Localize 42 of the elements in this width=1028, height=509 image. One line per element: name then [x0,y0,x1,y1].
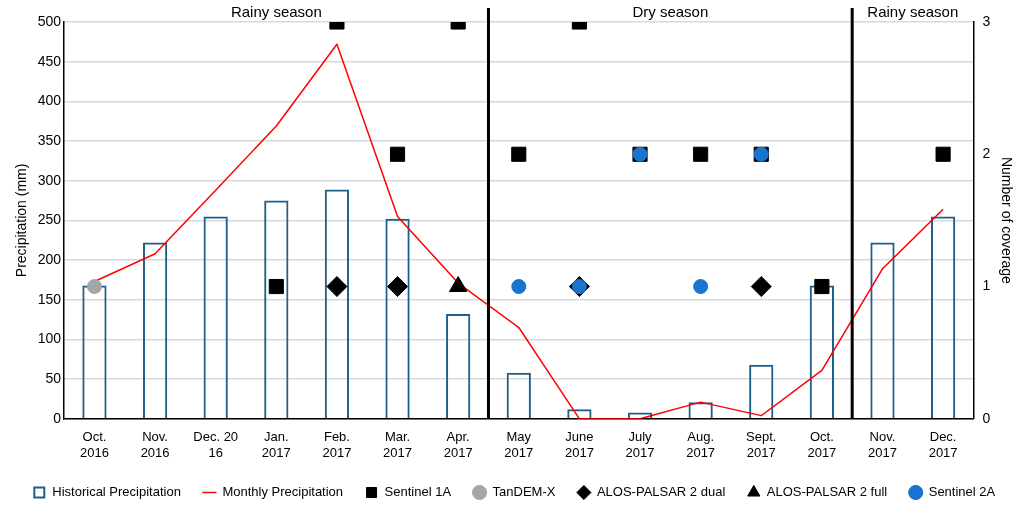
y2-tick-label: 0 [982,409,991,426]
y-tick-label: 50 [45,369,62,386]
legend-label: Historical Precipitation [52,484,181,500]
y2-tick-label: 3 [982,12,991,29]
text: Rainy season [230,2,322,20]
y2-axis-title: Number of coverage [998,156,1015,285]
legend-label: TanDEM-X [492,484,556,500]
legend-label: Sentinel 2A [928,484,996,500]
y-tick-label: 100 [37,330,62,347]
text: Rainy season [867,2,959,20]
x-tick-label: Apr. 2017 [443,429,473,460]
legend-label: Sentinel 1A [384,484,452,500]
x-tick-label: Jan. 2017 [261,429,291,460]
x-tick-label: Mar. 2017 [383,429,413,460]
legend-label: Monthly Precipitation [222,484,344,500]
y-tick-label: 500 [37,12,62,29]
x-tick-label: Aug. 2017 [686,429,716,460]
legend-label: ALOS-PALSAR 2 dual [596,484,726,500]
legend-label: ALOS-PALSAR 2 full [766,484,888,500]
y-tick-label: 350 [37,131,62,148]
x-tick-label: Nov. 2016 [140,429,170,460]
text: Dry season [632,2,709,20]
x-tick-label: June 2017 [564,429,594,460]
y-tick-label: 0 [53,409,62,426]
x-tick-label: Nov. 2017 [868,429,897,460]
y-tick-label: 300 [37,171,62,188]
y-axis-title: Precipitation (mm) [13,163,30,278]
y2-tick-label: 1 [982,277,991,294]
y-tick-label: 450 [37,52,62,69]
y2-tick-label: 2 [982,145,991,162]
y-tick-label: 150 [37,290,62,307]
y-tick-label: 250 [37,211,62,228]
x-tick-label: Dec. 2017 [928,429,958,460]
x-tick-label: Sept. 2017 [746,429,777,460]
x-tick-label: May 2017 [504,429,534,460]
y-tick-label: 400 [37,92,62,109]
y-tick-label: 200 [37,250,62,267]
x-tick-label: Feb. 2017 [322,429,352,460]
x-tick-label: Oct. 2016 [80,429,109,460]
x-tick-label: Oct. 2017 [807,429,837,460]
x-tick-label: July 2017 [625,429,655,460]
x-tick-label: Dec. 20 16 [193,429,239,460]
